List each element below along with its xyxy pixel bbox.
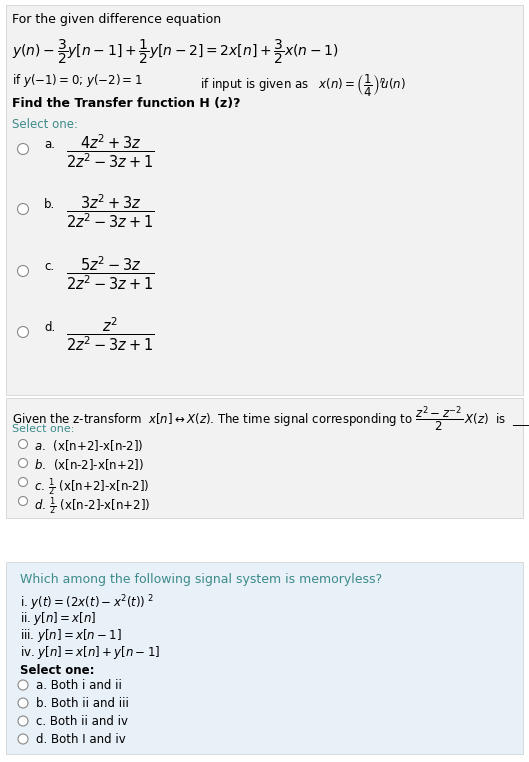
Circle shape	[17, 326, 29, 338]
Text: $\dfrac{z^2}{2z^2 - 3z + 1}$: $\dfrac{z^2}{2z^2 - 3z + 1}$	[66, 315, 155, 353]
Text: $\dfrac{3z^2 + 3z}{2z^2 - 3z + 1}$: $\dfrac{3z^2 + 3z}{2z^2 - 3z + 1}$	[66, 192, 155, 230]
FancyBboxPatch shape	[6, 5, 523, 395]
Text: Find the Transfer function H (z)?: Find the Transfer function H (z)?	[12, 97, 241, 110]
Text: $b.\,$ (x[n-2]-x[n+2]): $b.\,$ (x[n-2]-x[n+2])	[34, 457, 144, 472]
Text: c.: c.	[44, 260, 54, 273]
Text: $\dfrac{4z^2 + 3z}{2z^2 - 3z + 1}$: $\dfrac{4z^2 + 3z}{2z^2 - 3z + 1}$	[66, 132, 155, 170]
Circle shape	[19, 497, 28, 505]
Text: if $y(-1) = 0$; $y(-2) = 1$: if $y(-1) = 0$; $y(-2) = 1$	[12, 72, 142, 89]
Circle shape	[17, 143, 29, 155]
Circle shape	[17, 265, 29, 277]
Text: i. $y(t) = (2x(t) - x^2(t))^{\ 2}$: i. $y(t) = (2x(t) - x^2(t))^{\ 2}$	[20, 593, 154, 613]
Text: $y(n) - \dfrac{3}{2}y[n-1] + \dfrac{1}{2}y[n-2] = 2x[n] + \dfrac{3}{2}x(n-1)$: $y(n) - \dfrac{3}{2}y[n-1] + \dfrac{1}{2…	[12, 38, 339, 66]
Text: a. Both i and ii: a. Both i and ii	[36, 679, 122, 692]
Text: d.: d.	[44, 321, 55, 334]
Text: $\dfrac{5z^2 - 3z}{2z^2 - 3z + 1}$: $\dfrac{5z^2 - 3z}{2z^2 - 3z + 1}$	[66, 254, 155, 292]
FancyBboxPatch shape	[6, 562, 523, 754]
Circle shape	[18, 698, 28, 708]
Text: b. Both ii and iii: b. Both ii and iii	[36, 697, 129, 710]
Circle shape	[18, 716, 28, 726]
Text: if input is given as   $x(n) = \left(\dfrac{1}{4}\right)^n\!\!u(n)$: if input is given as $x(n) = \left(\dfra…	[200, 72, 406, 98]
Text: iv. $y[n] = x[n] + y[n-1]$: iv. $y[n] = x[n] + y[n-1]$	[20, 644, 160, 661]
Text: Given the z-transform  $x[n] \leftrightarrow X(z)$. The time signal correspondin: Given the z-transform $x[n] \leftrightar…	[12, 405, 529, 434]
Text: iii. $y[n] = x[n-1]$: iii. $y[n] = x[n-1]$	[20, 627, 122, 644]
Text: Select one:: Select one:	[12, 118, 78, 131]
Text: $c.\,\frac{1}{2}$ (x[n+2]-x[n-2]): $c.\,\frac{1}{2}$ (x[n+2]-x[n-2])	[34, 476, 150, 498]
Circle shape	[17, 203, 29, 214]
Text: $d.\,\frac{1}{2}$ (x[n-2]-x[n+2]): $d.\,\frac{1}{2}$ (x[n-2]-x[n+2])	[34, 495, 150, 517]
FancyBboxPatch shape	[6, 398, 523, 518]
Circle shape	[18, 680, 28, 690]
Circle shape	[18, 734, 28, 744]
Text: d. Both I and iv: d. Both I and iv	[36, 733, 126, 746]
Text: For the given difference equation: For the given difference equation	[12, 13, 221, 26]
Text: b.: b.	[44, 198, 55, 211]
Text: Select one:: Select one:	[20, 664, 95, 677]
Text: $a.\,$ (x[n+2]-x[n-2]): $a.\,$ (x[n+2]-x[n-2])	[34, 438, 143, 453]
Text: a.: a.	[44, 138, 55, 151]
Text: c. Both ii and iv: c. Both ii and iv	[36, 715, 128, 728]
Circle shape	[19, 478, 28, 486]
Circle shape	[19, 440, 28, 449]
Text: Select one:: Select one:	[12, 424, 75, 434]
Text: Which among the following signal system is memoryless?: Which among the following signal system …	[20, 573, 382, 586]
Text: ii. $y[n] = x[n]$: ii. $y[n] = x[n]$	[20, 610, 97, 627]
Circle shape	[19, 459, 28, 468]
